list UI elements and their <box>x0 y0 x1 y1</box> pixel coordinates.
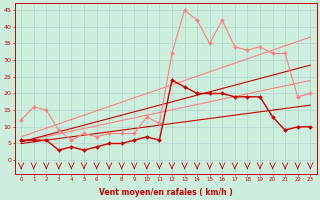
X-axis label: Vent moyen/en rafales ( km/h ): Vent moyen/en rafales ( km/h ) <box>99 188 233 197</box>
